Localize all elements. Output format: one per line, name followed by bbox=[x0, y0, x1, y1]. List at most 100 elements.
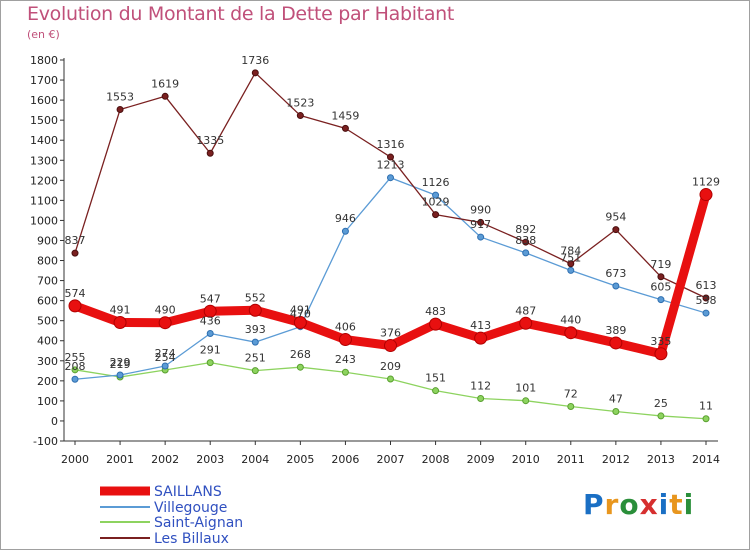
data-point bbox=[612, 226, 620, 234]
x-tick-label: 2010 bbox=[512, 453, 540, 466]
data-label: 291 bbox=[200, 344, 221, 357]
data-label: 1736 bbox=[241, 54, 269, 67]
data-point bbox=[477, 218, 485, 226]
data-point bbox=[341, 227, 349, 235]
data-label: 1619 bbox=[151, 77, 179, 90]
legend-item: SAILLANS bbox=[100, 484, 222, 500]
data-label: 208 bbox=[65, 360, 86, 373]
data-label: 613 bbox=[696, 279, 717, 292]
data-label: 1129 bbox=[692, 176, 720, 189]
data-point bbox=[251, 69, 259, 77]
data-label: 538 bbox=[696, 294, 717, 307]
legend-label: SAILLANS bbox=[154, 484, 222, 500]
series-layer bbox=[68, 69, 713, 423]
data-label: 47 bbox=[609, 393, 623, 406]
data-point bbox=[387, 174, 394, 182]
data-point bbox=[432, 211, 440, 219]
x-tick-label: 2013 bbox=[647, 453, 675, 466]
data-label: 917 bbox=[470, 218, 491, 231]
data-point bbox=[567, 403, 575, 411]
data-point bbox=[522, 397, 530, 405]
data-point bbox=[702, 309, 710, 317]
data-point bbox=[71, 249, 79, 257]
data-label: 673 bbox=[605, 267, 626, 280]
logo-letter: t bbox=[669, 488, 684, 521]
data-label: 335 bbox=[650, 335, 671, 348]
data-point bbox=[519, 316, 533, 330]
series-les-billaux bbox=[71, 69, 710, 302]
data-label: 990 bbox=[470, 203, 491, 216]
legend-label: Saint-Aignan bbox=[154, 515, 243, 531]
y-tick-label: 700 bbox=[37, 275, 58, 288]
x-tick-label: 2002 bbox=[151, 453, 179, 466]
y-tick-label: 600 bbox=[37, 295, 58, 308]
y-tick-label: 1400 bbox=[30, 134, 58, 147]
data-label: 254 bbox=[155, 351, 176, 364]
y-tick-label: 1000 bbox=[30, 214, 58, 227]
data-label: 784 bbox=[560, 245, 581, 258]
data-point bbox=[477, 394, 485, 402]
data-point bbox=[71, 366, 79, 374]
data-point bbox=[206, 149, 214, 157]
data-label: 436 bbox=[200, 315, 221, 328]
data-point bbox=[203, 304, 217, 318]
data-label: 389 bbox=[605, 324, 626, 337]
data-point bbox=[654, 347, 668, 361]
data-label: 376 bbox=[380, 327, 401, 340]
data-point bbox=[68, 299, 82, 313]
y-tick-label: 400 bbox=[37, 335, 58, 348]
data-point bbox=[567, 260, 575, 268]
data-point bbox=[612, 408, 620, 416]
data-point bbox=[293, 315, 307, 329]
chart-title: Evolution du Montant de la Dette par Hab… bbox=[27, 3, 455, 25]
data-label: 1126 bbox=[422, 176, 450, 189]
data-label: 413 bbox=[470, 319, 491, 332]
data-label: 406 bbox=[335, 321, 356, 334]
legend-item: Les Billaux bbox=[100, 531, 229, 547]
data-point bbox=[387, 375, 394, 383]
data-label: 1213 bbox=[377, 159, 405, 172]
x-tick-label: 2006 bbox=[331, 453, 359, 466]
data-labels-layer: 574 491 490 547 552 491 406 376 483 413 487 440 389 3… bbox=[65, 54, 721, 413]
data-label: 490 bbox=[155, 304, 176, 317]
y-tick-label: 100 bbox=[37, 395, 58, 408]
chart-axes: -100 0 100 200 300 400 500 600 700 800 900 1000 1100… bbox=[30, 54, 720, 466]
y-tick-label: 1300 bbox=[30, 154, 58, 167]
data-point bbox=[702, 415, 710, 423]
series-line bbox=[74, 72, 707, 299]
data-label: 1553 bbox=[106, 91, 134, 104]
data-label: 72 bbox=[564, 388, 578, 401]
data-label: 1523 bbox=[286, 97, 314, 110]
data-point bbox=[702, 294, 710, 302]
y-tick-label: 1600 bbox=[30, 94, 58, 107]
logo-letter: i bbox=[683, 488, 695, 521]
logo-letter: x bbox=[639, 488, 659, 521]
data-point bbox=[384, 339, 397, 353]
y-tick-label: 1800 bbox=[30, 54, 58, 67]
data-label: 151 bbox=[425, 372, 446, 385]
data-label: 892 bbox=[515, 223, 536, 236]
data-point bbox=[338, 333, 352, 347]
data-label: 101 bbox=[515, 382, 536, 395]
data-label: 209 bbox=[380, 360, 401, 373]
series-villegouge bbox=[71, 174, 710, 383]
series-saint-aignan bbox=[71, 359, 710, 423]
y-tick-label: 200 bbox=[37, 375, 58, 388]
series-saillans bbox=[68, 188, 713, 361]
x-tick-label: 2004 bbox=[241, 453, 269, 466]
data-label: 946 bbox=[335, 212, 356, 225]
data-label: 838 bbox=[515, 234, 536, 247]
data-label: 25 bbox=[654, 397, 668, 410]
y-tick-label: 0 bbox=[51, 415, 58, 428]
y-tick-label: 300 bbox=[37, 355, 58, 368]
x-tick-label: 2001 bbox=[106, 453, 134, 466]
data-label: 1335 bbox=[196, 134, 224, 147]
data-point bbox=[296, 112, 304, 120]
logo-letter: P bbox=[583, 488, 605, 521]
data-label: 552 bbox=[245, 291, 266, 304]
data-label: 393 bbox=[245, 323, 266, 336]
data-point bbox=[432, 387, 440, 395]
data-point bbox=[567, 266, 575, 274]
legend-item: Saint-Aignan bbox=[100, 515, 243, 531]
data-label: 274 bbox=[155, 347, 176, 360]
